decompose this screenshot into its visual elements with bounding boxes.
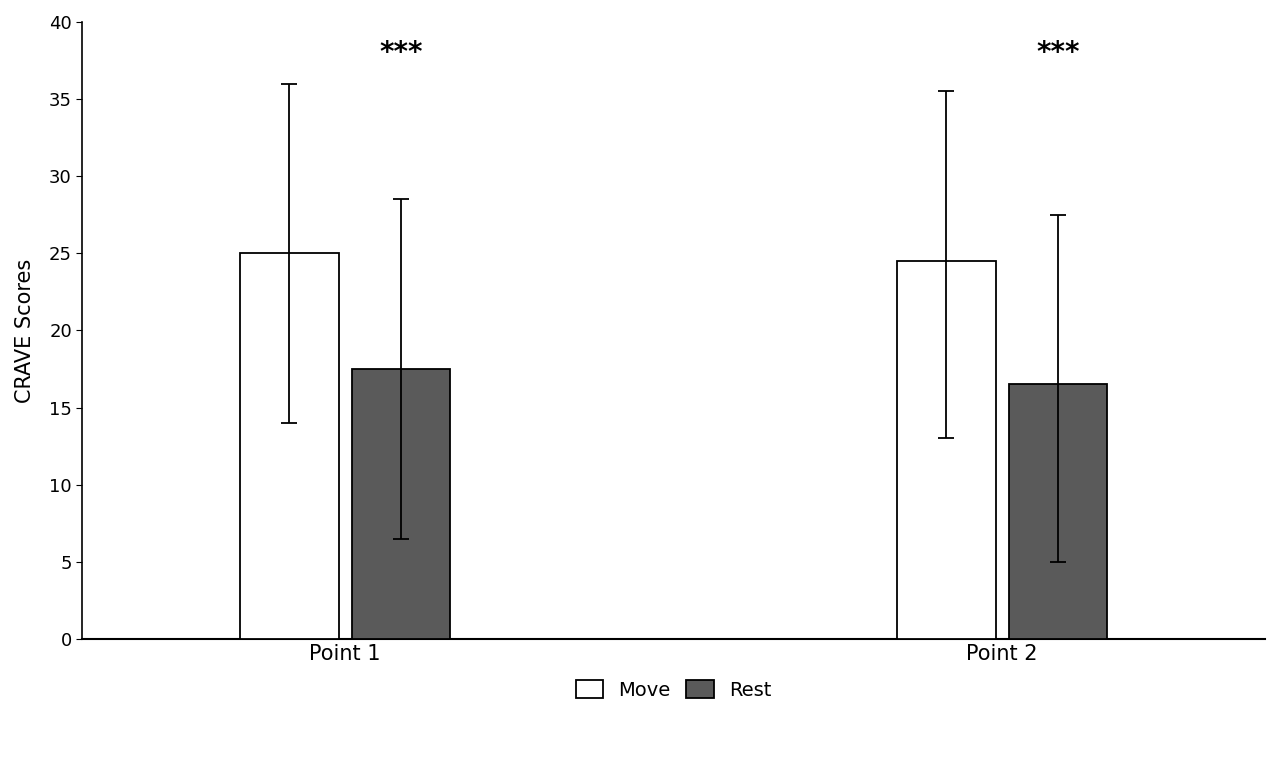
Bar	[1009, 384, 1107, 639]
Text: ***: ***	[1037, 39, 1080, 67]
Legend: Move, Rest: Move, Rest	[566, 670, 781, 709]
Bar	[352, 369, 451, 639]
Bar	[897, 261, 996, 639]
Text: ***: ***	[379, 39, 422, 67]
Y-axis label: CRAVE Scores: CRAVE Scores	[15, 258, 35, 403]
Bar	[239, 253, 338, 639]
